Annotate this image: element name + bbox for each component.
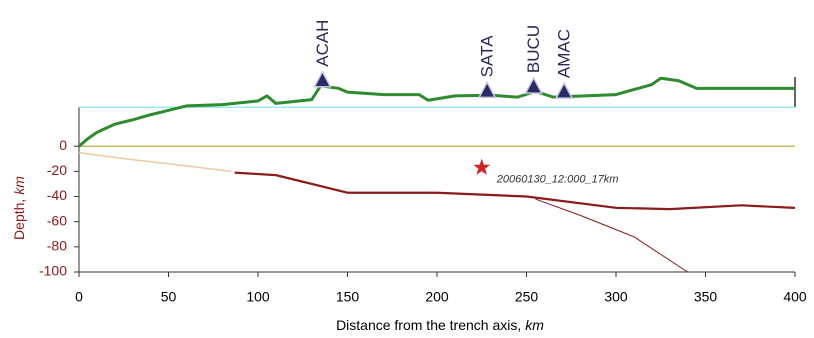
x-tick-label: 150 [336,289,360,305]
profile-line [78,151,232,173]
x-label-text: Distance from the trench axis, [336,317,521,333]
station-marker [554,81,574,99]
y-tick-label: 0 [59,137,67,153]
profile-line [535,198,688,273]
event-star [473,158,491,175]
x-tick-label: 200 [425,289,449,305]
station-marker [524,76,543,94]
x-tick-label: 350 [694,289,718,305]
y-tick-label: -40 [47,187,67,203]
y-tick-label: -80 [47,238,67,254]
x-tick-label: 250 [515,289,539,305]
event-label: 20060130_12:000_17km [496,173,619,185]
y-tick-label: -20 [47,162,67,178]
profile-line [78,76,795,148]
station-label: AMAC [555,29,574,78]
x-tick-label: 100 [246,289,270,305]
x-tick-label: 400 [783,289,807,305]
x-tick-label: 50 [161,289,177,305]
x-label-unit: km [525,317,544,333]
profile-line [234,171,796,211]
y-axis-label: Depth, km [11,176,27,240]
station-label: ACAH [313,20,332,67]
x-axis-label: Distance from the trench axis, km [336,317,544,333]
y-label-unit: km [11,176,27,195]
station-label: SATA [478,35,497,78]
station-marker [313,70,332,88]
station-label: BUCU [524,25,543,73]
y-tick-label: -60 [47,212,67,228]
y-label-text: Depth, [11,199,27,240]
station-marker [477,80,497,99]
x-tick-label: 300 [604,289,628,305]
y-tick-label: -100 [39,263,67,279]
x-tick-label: 0 [75,289,83,305]
